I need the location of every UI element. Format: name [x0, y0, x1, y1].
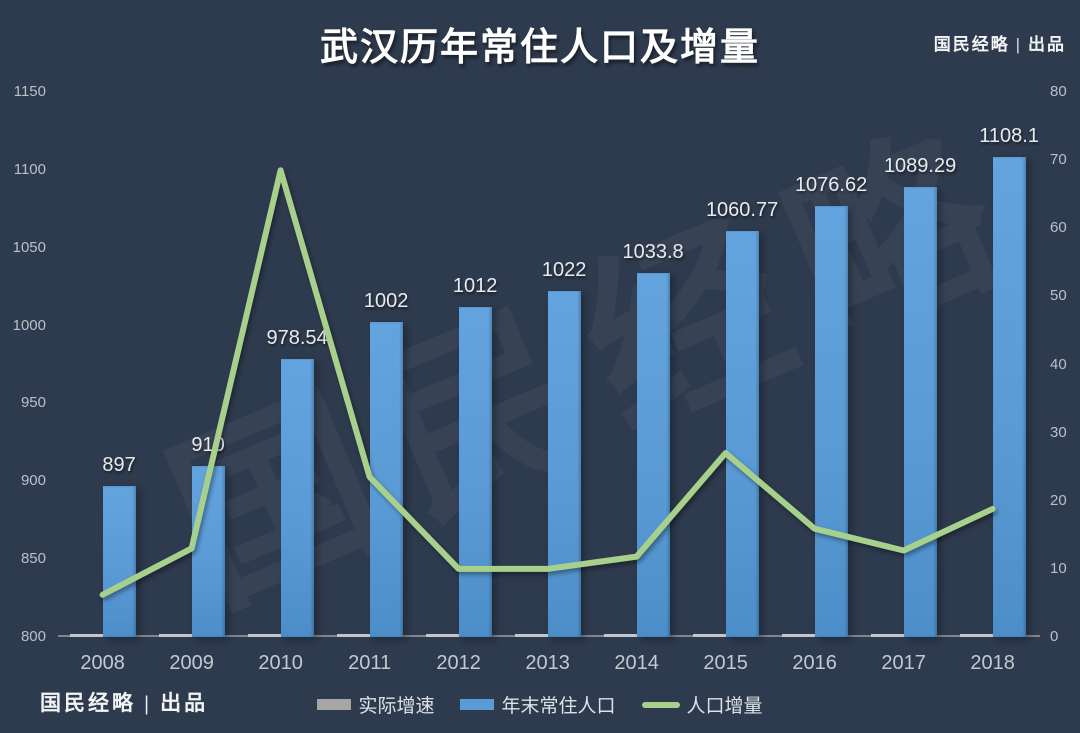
x-axis-label: 2017 — [881, 652, 926, 674]
population-bar — [636, 272, 670, 637]
left-axis-tick: 1150 — [13, 83, 46, 100]
growth-rate-bar — [336, 634, 370, 637]
legend-label: 年末常住人口 — [501, 696, 616, 717]
right-axis-tick: 30 — [1050, 423, 1067, 441]
population-bar — [725, 230, 759, 637]
right-axis-tick: 70 — [1050, 151, 1067, 169]
growth-rate-bar — [69, 634, 103, 637]
left-axis-tick: 900 — [20, 472, 46, 490]
bar-value-label: 1060.77 — [705, 198, 779, 221]
right-axis-tick: 0 — [1050, 628, 1059, 645]
x-axis-label: 2014 — [614, 652, 659, 674]
x-axis-label: 2018 — [970, 652, 1015, 674]
legend-label: 人口增量 — [686, 696, 763, 717]
growth-rate-bar — [158, 634, 192, 637]
chart-title: 武汉历年常住人口及增量 — [319, 27, 760, 69]
population-bar — [992, 157, 1026, 637]
population-bar — [102, 485, 136, 637]
population-bar — [903, 186, 937, 637]
population-bar — [547, 291, 581, 637]
bar-value-label: 1108.1 — [979, 125, 1039, 148]
left-axis-tick: 1050 — [12, 238, 46, 256]
x-axis-label: 2012 — [436, 652, 481, 674]
growth-rate-bar — [959, 634, 993, 637]
growth-rate-bar — [514, 634, 548, 637]
legend-swatch — [460, 699, 495, 710]
growth-rate-bar — [425, 634, 459, 637]
growth-rate-bar — [870, 634, 904, 637]
population-bar — [191, 465, 225, 637]
brand-bottom-left: 国民经略 | 出品 — [40, 691, 209, 715]
right-axis-tick: 60 — [1050, 219, 1067, 237]
x-axis-label: 2009 — [169, 652, 214, 674]
x-axis-label: 2015 — [703, 652, 748, 674]
left-axis-tick: 850 — [20, 550, 46, 568]
right-axis-tick: 50 — [1050, 287, 1067, 305]
left-axis-tick: 800 — [20, 628, 46, 645]
x-axis-label: 2011 — [348, 652, 392, 674]
population-bar — [280, 358, 314, 637]
x-axis-label: 2008 — [80, 652, 125, 674]
x-axis-label: 2016 — [792, 652, 837, 674]
bar-value-label: 978.54 — [266, 326, 328, 349]
legend-item: 年末常住人口 — [460, 691, 616, 718]
population-bar — [458, 306, 492, 637]
population-bar — [369, 322, 403, 637]
population-bar — [814, 206, 848, 637]
right-axis-tick: 40 — [1050, 355, 1067, 373]
left-axis-tick: 1100 — [13, 160, 46, 178]
legend-swatch — [641, 701, 680, 708]
growth-rate-bar — [603, 634, 637, 637]
x-axis-label: 2010 — [258, 652, 303, 674]
bar-value-label: 1033.8 — [622, 240, 684, 263]
bar-value-label: 910 — [191, 433, 225, 456]
growth-rate-bar — [781, 634, 815, 637]
growth-rate-bar — [247, 634, 281, 637]
x-axis-label: 2013 — [525, 652, 570, 674]
legend-swatch — [317, 699, 352, 710]
legend-item: 人口增量 — [641, 691, 763, 718]
legend-label: 实际增速 — [358, 696, 435, 717]
right-axis-tick: 20 — [1050, 491, 1067, 509]
left-axis-tick: 950 — [20, 394, 46, 412]
legend: 实际增速 年末常住人口 人口增量 — [0, 691, 1080, 718]
right-axis-tick: 10 — [1050, 559, 1067, 577]
brand-top-right: 国民经略 | 出品 — [933, 35, 1066, 54]
left-axis-tick: 1000 — [12, 316, 46, 334]
bar-value-label: 1089.29 — [883, 154, 957, 177]
legend-item: 实际增速 — [317, 691, 434, 718]
right-axis-tick: 80 — [1050, 83, 1067, 100]
growth-rate-bar — [692, 634, 726, 637]
